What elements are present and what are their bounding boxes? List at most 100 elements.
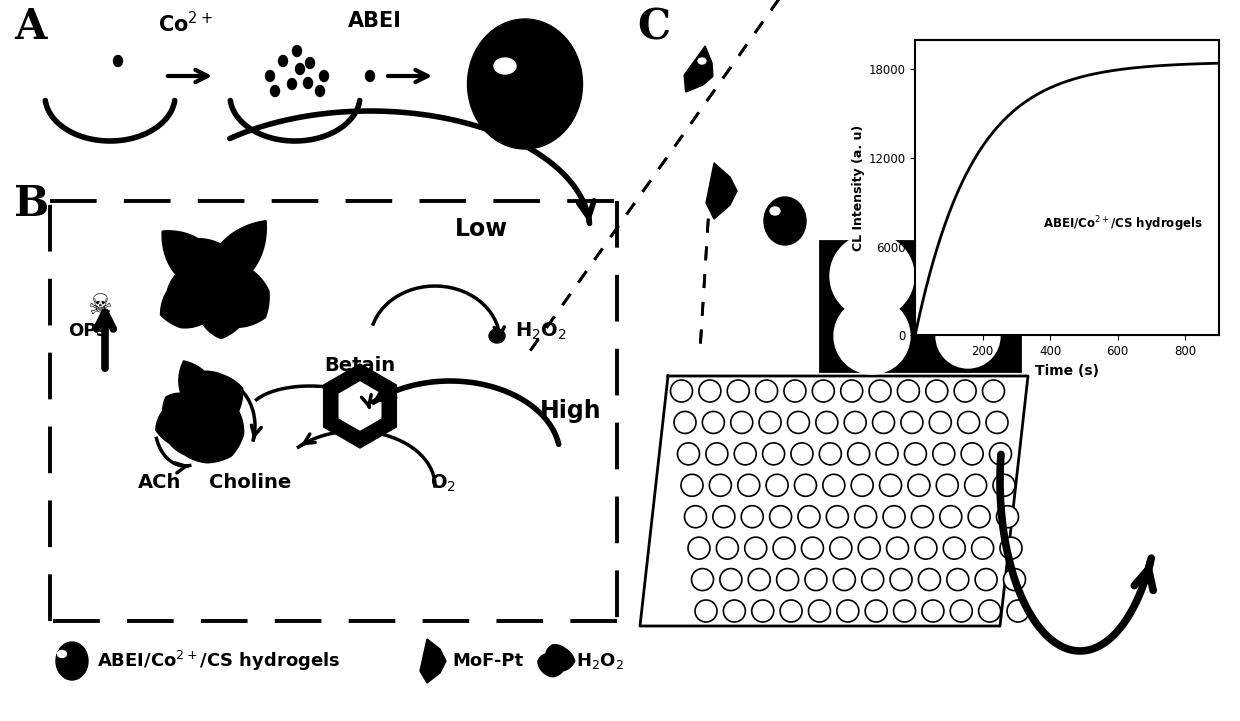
Polygon shape xyxy=(160,221,269,338)
Circle shape xyxy=(826,505,848,528)
Circle shape xyxy=(830,537,852,559)
Circle shape xyxy=(875,443,898,465)
Circle shape xyxy=(795,474,816,496)
Circle shape xyxy=(717,537,738,559)
Bar xyxy=(820,241,1021,371)
Circle shape xyxy=(702,412,724,433)
Circle shape xyxy=(926,380,947,402)
Circle shape xyxy=(883,505,905,528)
Text: MoF-Pt: MoF-Pt xyxy=(453,652,523,670)
Circle shape xyxy=(944,537,965,559)
Circle shape xyxy=(681,474,703,496)
Polygon shape xyxy=(156,361,243,463)
Circle shape xyxy=(780,600,802,622)
Circle shape xyxy=(801,537,823,559)
Circle shape xyxy=(930,238,1006,314)
Circle shape xyxy=(692,569,713,590)
Circle shape xyxy=(751,600,774,622)
Circle shape xyxy=(854,505,877,528)
Circle shape xyxy=(713,505,735,528)
Ellipse shape xyxy=(295,63,305,74)
Polygon shape xyxy=(640,376,1028,626)
Circle shape xyxy=(776,569,799,590)
Ellipse shape xyxy=(293,45,301,56)
Circle shape xyxy=(999,537,1022,559)
Circle shape xyxy=(745,537,766,559)
Circle shape xyxy=(730,412,753,433)
Circle shape xyxy=(862,569,884,590)
Circle shape xyxy=(986,412,1008,433)
Circle shape xyxy=(720,569,742,590)
Text: Low: Low xyxy=(455,217,508,241)
Text: ABEI/Co$^{2+}$/CS hydrogels: ABEI/Co$^{2+}$/CS hydrogels xyxy=(1043,215,1203,234)
Ellipse shape xyxy=(57,650,67,658)
Circle shape xyxy=(770,505,791,528)
Ellipse shape xyxy=(304,77,312,89)
Circle shape xyxy=(773,537,795,559)
Circle shape xyxy=(921,600,944,622)
Circle shape xyxy=(738,474,760,496)
Circle shape xyxy=(812,380,835,402)
Circle shape xyxy=(688,537,711,559)
Text: OPs: OPs xyxy=(68,322,107,340)
Ellipse shape xyxy=(315,86,325,97)
Circle shape xyxy=(972,537,993,559)
Circle shape xyxy=(954,380,976,402)
Circle shape xyxy=(851,474,873,496)
Circle shape xyxy=(766,474,789,496)
Circle shape xyxy=(808,600,831,622)
Circle shape xyxy=(671,380,692,402)
Circle shape xyxy=(869,380,892,402)
Circle shape xyxy=(919,569,940,590)
Ellipse shape xyxy=(366,71,374,81)
Text: ☠: ☠ xyxy=(88,292,113,320)
Circle shape xyxy=(734,443,756,465)
Circle shape xyxy=(799,505,820,528)
Circle shape xyxy=(936,474,959,496)
Circle shape xyxy=(694,600,717,622)
Ellipse shape xyxy=(489,329,505,343)
Ellipse shape xyxy=(270,86,279,97)
Ellipse shape xyxy=(265,71,274,81)
Circle shape xyxy=(898,380,919,402)
Circle shape xyxy=(1003,569,1025,590)
Circle shape xyxy=(894,600,915,622)
Circle shape xyxy=(684,505,707,528)
Circle shape xyxy=(982,380,1004,402)
Circle shape xyxy=(947,569,968,590)
Ellipse shape xyxy=(467,19,583,149)
Text: C: C xyxy=(637,6,670,48)
X-axis label: Time (s): Time (s) xyxy=(1035,363,1099,378)
Circle shape xyxy=(677,443,699,465)
Ellipse shape xyxy=(114,56,123,66)
Text: H$_2$O$_2$: H$_2$O$_2$ xyxy=(577,651,624,671)
Text: ABEI: ABEI xyxy=(348,11,402,31)
Polygon shape xyxy=(706,163,737,219)
Circle shape xyxy=(675,412,696,433)
Ellipse shape xyxy=(288,79,296,89)
Circle shape xyxy=(699,380,720,402)
Circle shape xyxy=(911,505,934,528)
Circle shape xyxy=(723,600,745,622)
Circle shape xyxy=(816,412,838,433)
Circle shape xyxy=(997,505,1018,528)
Circle shape xyxy=(940,505,962,528)
Circle shape xyxy=(890,569,913,590)
Circle shape xyxy=(848,443,869,465)
Circle shape xyxy=(929,412,951,433)
Circle shape xyxy=(858,537,880,559)
Text: O$_2$: O$_2$ xyxy=(430,472,456,494)
Circle shape xyxy=(820,443,841,465)
Text: Choline: Choline xyxy=(208,473,291,492)
Circle shape xyxy=(961,443,983,465)
Text: A: A xyxy=(14,6,46,48)
Ellipse shape xyxy=(698,58,706,64)
Circle shape xyxy=(709,474,732,496)
Ellipse shape xyxy=(494,58,516,74)
Circle shape xyxy=(968,505,990,528)
Circle shape xyxy=(904,443,926,465)
Text: Betain: Betain xyxy=(325,356,396,375)
Circle shape xyxy=(835,298,910,374)
Polygon shape xyxy=(324,364,397,448)
Polygon shape xyxy=(420,639,446,683)
